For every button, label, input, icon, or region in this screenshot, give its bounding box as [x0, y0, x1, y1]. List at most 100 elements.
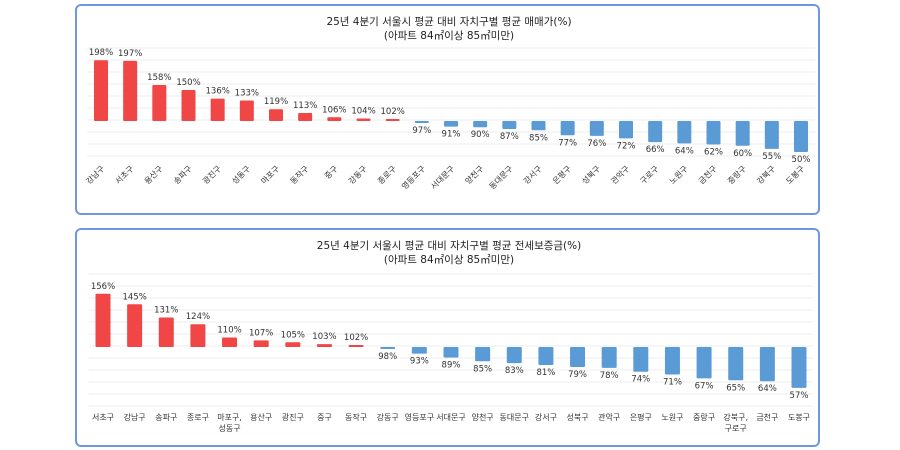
bar — [285, 342, 301, 347]
value-label: 91% — [442, 130, 461, 140]
bar — [664, 347, 680, 375]
category-label: 은평구 — [550, 163, 573, 186]
bar — [570, 347, 586, 367]
value-label: 57% — [790, 391, 809, 401]
category-label: 영등포구 — [405, 412, 434, 422]
bar — [94, 60, 108, 121]
bar — [327, 117, 342, 121]
value-label: 119% — [264, 97, 288, 107]
category-label: 영등포구 — [399, 163, 427, 191]
value-label: 77% — [558, 138, 577, 148]
category-label: 서초구 — [92, 413, 114, 422]
bar — [385, 119, 400, 121]
bar — [794, 121, 808, 152]
category-label: 강서구 — [521, 163, 544, 186]
value-label: 133% — [235, 89, 259, 99]
value-label: 198% — [89, 48, 113, 58]
value-label: 64% — [758, 384, 777, 394]
bar — [764, 121, 779, 149]
value-label: 113% — [293, 101, 317, 111]
value-label: 106% — [322, 105, 346, 115]
jeonse-deposit-chart-panel: 25년 4분기 서울시 평균 대비 자치구별 평균 전세보증금(%) (아파트 … — [75, 228, 820, 447]
category-label: 강서구 — [535, 412, 557, 422]
bar — [210, 98, 225, 121]
bar — [633, 347, 649, 372]
bar — [791, 347, 807, 388]
bar — [190, 324, 206, 347]
bar — [443, 347, 459, 358]
value-label: 64% — [675, 146, 694, 156]
bar — [348, 345, 364, 347]
value-label: 85% — [529, 133, 548, 143]
jeonse-deposit-chart: 25년 4분기 서울시 평균 대비 자치구별 평균 전세보증금(%) (아파트 … — [89, 240, 813, 433]
category-label: 마포구 — [259, 164, 281, 186]
value-label: 72% — [617, 141, 636, 151]
value-label: 90% — [471, 130, 490, 140]
category-label: 마포구, 성동구 — [217, 413, 242, 433]
value-label: 60% — [733, 149, 752, 159]
value-label: 98% — [378, 352, 397, 362]
value-label: 81% — [536, 368, 555, 378]
bar — [269, 109, 283, 121]
category-label: 종로구 — [187, 413, 209, 422]
chart-title: 25년 4분기 서울시 평균 대비 자치구별 평균 전세보증금(%) — [317, 240, 581, 252]
chart-title: 25년 4분기 서울시 평균 대비 자치구별 평균 매매가(%) — [326, 16, 571, 28]
bar — [696, 347, 712, 379]
value-label: 74% — [631, 375, 650, 385]
value-label: 158% — [147, 73, 171, 83]
category-label: 강동구 — [377, 412, 399, 422]
value-label: 66% — [646, 145, 665, 155]
value-label: 124% — [186, 312, 210, 322]
bar — [502, 121, 517, 130]
category-label: 양천구 — [463, 163, 486, 186]
bar — [253, 340, 269, 347]
value-label: 89% — [442, 360, 461, 370]
category-label: 광진구 — [282, 412, 304, 422]
category-label: 강동구 — [346, 163, 369, 186]
category-label: 송파구 — [155, 413, 177, 422]
value-label: 150% — [176, 78, 200, 88]
value-label: 102% — [381, 107, 405, 117]
value-label: 110% — [217, 326, 241, 336]
bar — [380, 347, 396, 349]
bar — [473, 121, 488, 128]
bar — [127, 304, 143, 347]
category-label: 노원구 — [661, 413, 683, 422]
value-label: 67% — [695, 381, 714, 391]
value-label: 76% — [587, 139, 606, 149]
category-label: 중구 — [317, 413, 332, 422]
category-label: 동작구 — [288, 163, 311, 186]
category-label: 중랑구 — [693, 412, 715, 422]
category-label: 용산구 — [250, 412, 272, 422]
bar — [619, 121, 633, 139]
category-label: 용산구 — [142, 163, 165, 186]
bar — [123, 60, 138, 121]
category-label: 도봉구 — [788, 413, 810, 422]
bar — [444, 121, 458, 127]
bar — [181, 90, 196, 121]
value-label: 71% — [663, 378, 682, 388]
category-label: 양천구 — [472, 412, 494, 422]
bar — [759, 347, 775, 382]
value-label: 104% — [351, 107, 375, 117]
category-label: 종로구 — [376, 164, 398, 186]
value-label: 102% — [344, 333, 368, 343]
bar — [735, 121, 750, 146]
bar — [560, 121, 575, 136]
category-label: 서대문구 — [436, 413, 465, 422]
value-label: 131% — [154, 306, 178, 316]
category-label: 금천구 — [756, 412, 778, 422]
value-label: 105% — [281, 330, 305, 340]
bar — [728, 347, 744, 381]
value-label: 103% — [312, 332, 336, 342]
bar — [538, 347, 554, 366]
category-label: 구로구 — [639, 164, 661, 186]
bar — [648, 121, 663, 143]
category-label: 성북구 — [580, 164, 602, 186]
sale-price-chart: 25년 4분기 서울시 평균 대비 자치구별 평균 매매가(%) (아파트 84… — [84, 16, 815, 191]
category-label: 강남구 — [124, 412, 146, 422]
category-label: 성동구 — [230, 164, 252, 186]
bar — [298, 112, 313, 121]
value-label: 85% — [473, 364, 492, 374]
category-label: 도봉구 — [784, 164, 806, 186]
